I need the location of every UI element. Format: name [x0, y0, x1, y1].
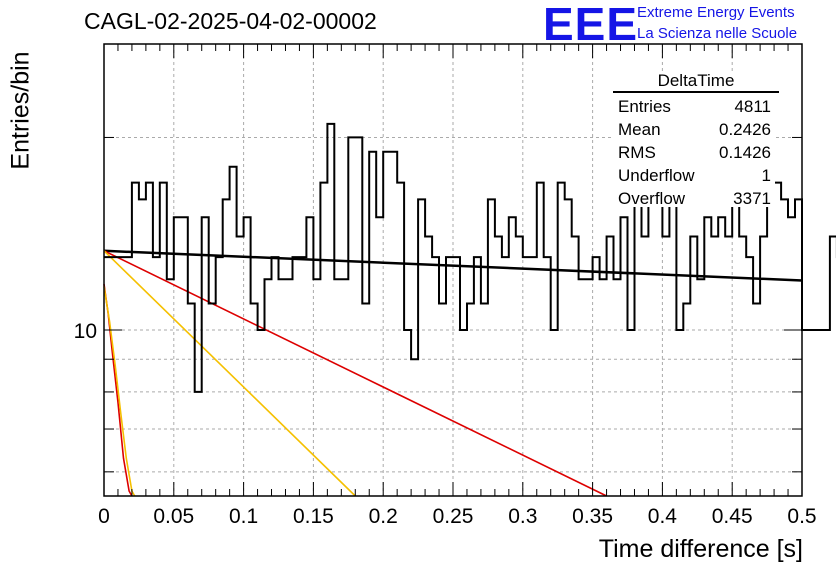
x-tick-label: 0 — [98, 505, 110, 528]
stats-value: 1 — [761, 166, 771, 185]
stats-label: Mean — [618, 120, 661, 139]
x-tick-label: 0.2 — [369, 505, 398, 528]
x-axis-label: Time difference [s] — [598, 535, 803, 563]
stats-row-entries: Entries 4811 — [613, 95, 775, 118]
tick-labels: 0 0.05 0.1 0.15 0.2 0.25 0.3 0.35 0.4 0.45 0.5 10 — [74, 320, 817, 528]
stats-value: 0.1426 — [719, 143, 771, 162]
x-tick-label: 0.35 — [572, 505, 613, 528]
fit-curve — [103, 249, 803, 282]
stats-value: 0.2426 — [719, 120, 771, 139]
stats-title: DeltaTime — [613, 71, 779, 93]
x-tick-label: 0.25 — [433, 505, 474, 528]
eee-logo: EEE — [543, 0, 639, 50]
stats-row-mean: Mean 0.2426 — [613, 118, 775, 141]
x-tick-label: 0.5 — [787, 505, 816, 528]
stats-value: 3371 — [733, 189, 771, 208]
stats-label: Underflow — [618, 166, 695, 185]
x-tick-label: 0.05 — [153, 505, 194, 528]
stats-label: Overflow — [618, 189, 686, 208]
x-tick-label: 0.4 — [648, 505, 678, 528]
stats-value: 4811 — [734, 97, 771, 116]
stats-label: RMS — [618, 143, 656, 162]
x-tick-label: 0.15 — [293, 505, 334, 528]
stats-row-underflow: Underflow 1 — [613, 164, 775, 187]
x-tick-label: 0.45 — [712, 505, 753, 528]
y-tick-label: 10 — [74, 320, 97, 343]
stats-row-overflow: Overflow 3371 — [613, 187, 775, 210]
stats-label: Entries — [618, 97, 671, 116]
stats-row-rms: RMS 0.1426 — [613, 141, 775, 164]
y-axis-label: Entries/bin — [6, 51, 35, 170]
fit-curve — [103, 286, 136, 497]
histogram-line — [104, 122, 836, 393]
x-tick-label: 0.3 — [508, 505, 537, 528]
fit-curve — [103, 250, 356, 497]
x-tick-label: 0.1 — [229, 505, 258, 528]
grid-lines — [104, 44, 802, 496]
brand-line-1: Extreme Energy Events — [637, 4, 795, 21]
stats-box: DeltaTime Entries 4811 Mean 0.2426 RMS 0.14… — [613, 71, 779, 210]
brand-line-2: La Scienza nelle Scuole — [637, 25, 798, 42]
axis-ticks — [103, 44, 803, 496]
plot-title: CAGL-02-2025-04-02-00002 — [84, 8, 377, 34]
fit-curve — [103, 250, 607, 497]
